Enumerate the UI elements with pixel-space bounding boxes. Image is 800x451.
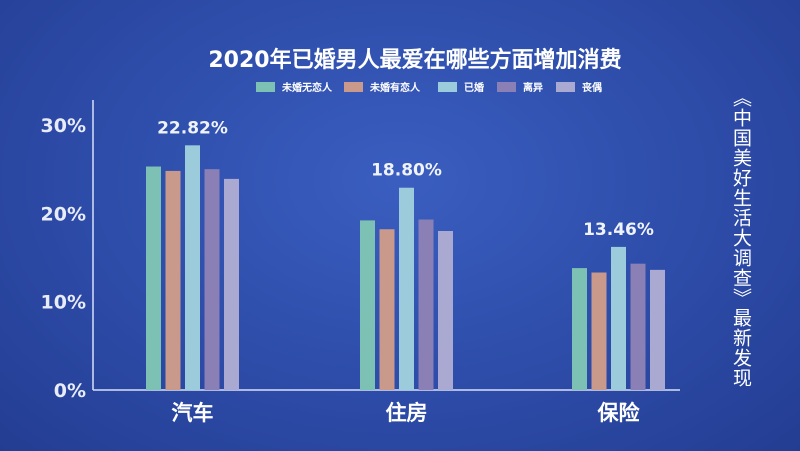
category-label: 住房: [386, 401, 428, 425]
bar: [650, 269, 665, 390]
data-label: 18.80%: [371, 161, 442, 181]
legend-label: 未婚无恋人: [281, 81, 333, 94]
category-label: 汽车: [172, 401, 214, 425]
bar: [399, 187, 414, 390]
legend-swatch: [497, 82, 516, 92]
bar: [224, 178, 239, 390]
bar: [572, 268, 587, 390]
bar: [611, 246, 626, 390]
bar: [630, 263, 646, 390]
bar: [379, 229, 395, 390]
bar: [591, 272, 607, 390]
source-note: 《中国美好生活大调查》最新发现: [730, 88, 752, 388]
y-tick-label: 0%: [54, 380, 86, 402]
bar: [360, 220, 375, 390]
legend-swatch: [438, 82, 457, 92]
data-label: 22.82%: [157, 118, 228, 138]
category-label: 保险: [597, 401, 641, 425]
data-label: 13.46%: [583, 220, 654, 240]
legend-label: 未婚有恋人: [369, 81, 421, 94]
legend-label: 丧偶: [582, 81, 602, 94]
bar: [165, 170, 181, 390]
y-tick-label: 10%: [41, 292, 86, 314]
bar: [204, 169, 220, 390]
chart-title: 2020年已婚男人最爱在哪些方面增加消费: [208, 47, 621, 73]
legend-label: 已婚: [464, 81, 484, 94]
legend-swatch: [556, 82, 575, 92]
legend-label: 离异: [523, 81, 543, 94]
legend-swatch: [344, 82, 363, 92]
y-tick-label: 30%: [41, 115, 86, 137]
bar: [438, 231, 453, 390]
bar: [146, 166, 161, 390]
legend-swatch: [256, 82, 275, 92]
y-tick-label: 20%: [41, 203, 86, 225]
bar: [185, 145, 200, 390]
bar: [418, 219, 434, 390]
